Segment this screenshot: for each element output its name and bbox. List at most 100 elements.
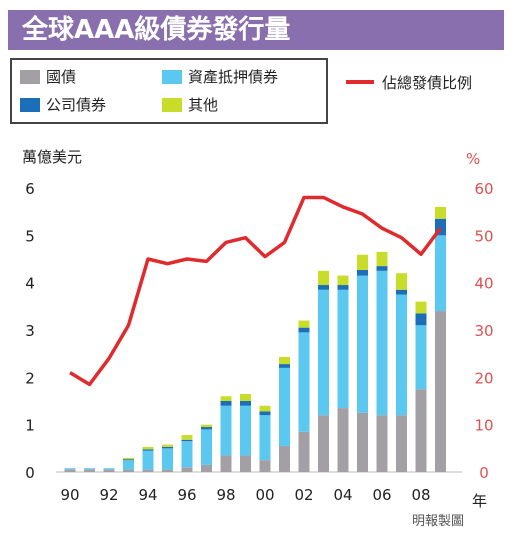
bar-other — [240, 393, 251, 401]
bar-other — [220, 396, 232, 401]
bar-abs — [64, 468, 76, 470]
x-tick-label: 00 — [255, 486, 274, 504]
legend-label-govt: 國債 — [46, 68, 77, 86]
bar-other — [396, 273, 407, 290]
bar-abs — [162, 448, 173, 470]
legend-swatch-other — [162, 98, 182, 112]
bar-abs — [376, 270, 388, 416]
bar-abs — [415, 325, 427, 390]
bar-corp — [240, 401, 251, 406]
x-tick-label: 98 — [216, 486, 235, 504]
bar-govt — [123, 469, 134, 472]
legend-swatch-abs — [162, 70, 182, 84]
credit: 明報製圖 — [412, 514, 465, 529]
legend-swatch-govt — [20, 70, 40, 84]
bar-other — [123, 457, 134, 460]
bar-abs — [357, 275, 368, 413]
right-y-tick-label: 10 — [474, 417, 493, 435]
bar-govt — [64, 469, 76, 472]
left-y-tick-label: 2 — [25, 369, 35, 387]
x-tick-label: 04 — [333, 486, 352, 504]
bar-other — [337, 275, 349, 286]
bar-other — [279, 356, 290, 365]
right-axis-unit: % — [466, 150, 481, 168]
bar-corp — [337, 285, 349, 290]
bar-abs — [337, 289, 349, 409]
bar-abs — [240, 405, 251, 456]
bar-other — [415, 301, 427, 314]
bar-corp — [376, 266, 388, 271]
x-tick-label: 92 — [99, 486, 118, 504]
right-y-tick-label: 60 — [474, 180, 493, 198]
bar-other — [318, 270, 329, 286]
legend-label-other: 其他 — [188, 96, 219, 114]
bar-govt — [201, 464, 212, 472]
bar-corp — [298, 327, 310, 333]
right-y-tick-label: 50 — [474, 227, 493, 245]
bar-govt — [259, 460, 271, 472]
left-y-tick-label: 1 — [25, 417, 35, 435]
legend-item-corp: 公司債券 — [20, 94, 106, 115]
x-tick-label: 90 — [60, 486, 79, 504]
bar-corp — [181, 439, 193, 442]
x-axis-unit: 年 — [472, 492, 488, 510]
bar-govt — [357, 412, 368, 472]
legend-item-abs: 資產抵押債券 — [162, 66, 278, 87]
bar-other — [298, 320, 310, 328]
bar-govt — [181, 467, 193, 472]
bar-govt — [279, 445, 290, 472]
left-y-tick-label: 4 — [25, 275, 35, 293]
bar-corp — [396, 289, 407, 295]
bar-govt — [298, 431, 310, 472]
bar-abs — [259, 415, 271, 461]
x-tick-label: 08 — [411, 486, 430, 504]
title-bar: 全球AAA級債券發行量 — [8, 10, 504, 50]
bar-corp — [123, 459, 134, 461]
legend-label-corp: 公司債券 — [46, 96, 107, 114]
bar-govt — [220, 455, 232, 472]
right-y-tick-label: 0 — [479, 464, 489, 482]
x-tick-label: 02 — [294, 486, 313, 504]
legend-line-swatch — [346, 80, 374, 84]
legend-swatch-corp — [20, 98, 40, 112]
left-y-tick-label: 5 — [25, 227, 35, 245]
legend-item-other: 其他 — [162, 94, 218, 115]
bar-govt — [318, 415, 329, 472]
bar-other — [142, 446, 154, 450]
bar-corp — [259, 411, 271, 416]
bar-govt — [84, 469, 95, 472]
bar-corp — [201, 427, 212, 430]
bar-abs — [396, 294, 407, 416]
left-y-tick-label: 6 — [25, 180, 35, 198]
bar-other — [376, 251, 388, 267]
bar-other — [201, 424, 212, 428]
bar-corp — [162, 446, 173, 449]
bar-abs — [181, 441, 193, 468]
bar-abs — [142, 450, 154, 470]
bar-abs — [201, 429, 212, 465]
bar-abs — [84, 468, 95, 470]
bar-abs — [279, 367, 290, 446]
bar-abs — [220, 405, 232, 456]
legend-label-line: 佔總發債比例 — [382, 74, 473, 92]
left-axis-unit: 萬億美元 — [22, 148, 83, 166]
bar-other — [435, 206, 446, 219]
legend-item-govt: 國債 — [20, 66, 76, 87]
bar-corp — [318, 285, 329, 290]
bar-govt — [337, 408, 349, 472]
bar-govt — [142, 469, 154, 472]
x-tick-label: 94 — [138, 486, 157, 504]
bar-other — [259, 405, 271, 412]
left-y-tick-label: 0 — [25, 464, 35, 482]
bar-govt — [240, 455, 251, 472]
bar-govt — [415, 389, 427, 472]
bar-abs — [103, 468, 115, 470]
legend-label-abs: 資產抵押債券 — [188, 68, 279, 86]
bar-corp — [435, 218, 446, 236]
bar-corp — [279, 364, 290, 368]
bar-abs — [435, 235, 446, 312]
bar-abs — [318, 289, 329, 416]
right-y-tick-label: 40 — [474, 275, 493, 293]
left-y-tick-label: 3 — [25, 322, 35, 340]
